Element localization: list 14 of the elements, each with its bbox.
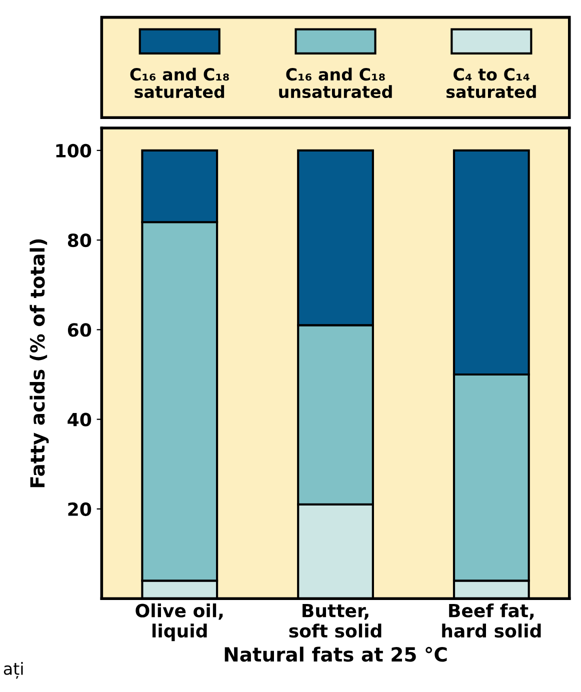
y-tick-label: 80 [68,234,92,248]
text: ați [4,662,23,679]
legend-label: C₁₆ and C₁₈ saturated [130,68,229,98]
y-tick-label: 20 [68,502,92,516]
y-tick-label: 60 [68,323,92,337]
legend-label: C₄ to C₁₄ saturated [446,68,536,98]
x-axis-title: Natural fats at 25 °C [224,646,447,662]
x-tick-label: Butter, soft solid [289,604,382,638]
x-tick-label: Olive oil, liquid [136,603,223,642]
y-tick-label: 100 [56,144,92,158]
y-tick-label: 40 [68,412,92,426]
y-axis-title: Fatty acids (% of total) [30,239,49,488]
x-tick-label: Beef fat, hard solid [442,603,541,638]
legend-label: C₁₆ and C₁₈ unsaturated [279,68,392,98]
